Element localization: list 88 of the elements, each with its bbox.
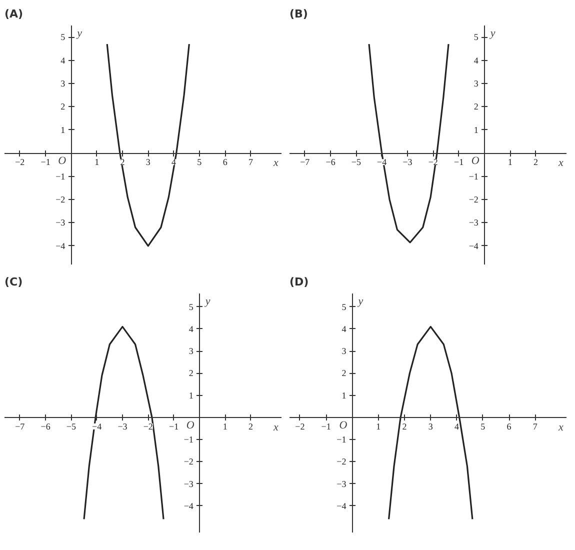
x-tick-label: −1: [321, 421, 331, 432]
y-tick-label: 2: [342, 368, 346, 378]
x-tick-label: 1: [376, 421, 381, 432]
x-tick-label: −5: [351, 157, 362, 168]
y-tick-label: −2: [336, 456, 346, 467]
y-tick-label: −1: [184, 434, 194, 445]
x-tick-label: 5: [480, 421, 486, 432]
chart-title: (C): [4, 276, 23, 288]
y-tick-label: −2: [184, 456, 194, 467]
y-axis-title: y: [76, 28, 82, 40]
x-tick-label: 2: [533, 157, 538, 168]
x-tick-label: −2: [15, 157, 25, 168]
x-tick-label: 3: [146, 157, 151, 168]
y-tick-label: −1: [468, 171, 478, 182]
x-tick-label: −3: [118, 421, 128, 432]
chart-title: (D): [290, 276, 309, 288]
y-tick-label: 4: [342, 324, 347, 334]
y-tick-label: 2: [188, 368, 194, 378]
x-axis-title: x: [558, 421, 564, 434]
y-tick-label: 4: [474, 55, 479, 66]
y-tick-label: 3: [188, 346, 194, 356]
y-tick-label: 5: [60, 32, 66, 42]
y-tick-label: −2: [468, 194, 478, 205]
x-axis-title: x: [272, 157, 278, 170]
x-tick-label: −7: [300, 157, 310, 168]
y-tick-label: 5: [474, 32, 479, 42]
y-tick-label: 4: [188, 324, 194, 334]
y-tick-label: −3: [184, 478, 194, 489]
x-tick-label: −2: [143, 421, 153, 432]
x-tick-label: −5: [66, 421, 76, 432]
x-tick-label: −6: [326, 157, 336, 168]
x-tick-label: 1: [508, 157, 512, 168]
y-tick-label: 2: [60, 102, 66, 112]
x-tick-label: 6: [506, 421, 512, 432]
y-tick-label: −3: [336, 478, 347, 489]
y-tick-label: 1: [188, 390, 194, 400]
annotation: O: [339, 419, 348, 432]
x-tick-label: 4: [454, 421, 460, 432]
x-tick-label: 2: [120, 157, 125, 168]
y-tick-label: −3: [56, 218, 66, 228]
y-tick-label: 5: [188, 302, 194, 312]
chart-title: (A): [4, 8, 24, 20]
x-tick-label: 7: [248, 157, 254, 168]
x-tick-label: −1: [40, 157, 50, 168]
x-tick-label: 1: [94, 157, 100, 168]
annotation: O: [471, 155, 480, 168]
y-tick-label: 2: [474, 102, 478, 112]
x-tick-label: 6: [222, 157, 228, 168]
y-tick-label: −4: [184, 500, 194, 511]
y-tick-label: 3: [474, 78, 479, 89]
x-tick-label: 5: [197, 157, 202, 168]
x-tick-label: 1: [222, 421, 228, 432]
y-tick-label: 5: [342, 302, 347, 312]
x-tick-label: 7: [532, 421, 538, 432]
x-tick-label: −1: [168, 421, 179, 432]
x-tick-label: 4: [172, 157, 177, 168]
y-tick-label: 4: [60, 55, 66, 66]
x-tick-label: −4: [377, 157, 388, 168]
x-tick-label: −2: [295, 421, 305, 432]
x-tick-label: −7: [15, 421, 26, 432]
y-tick-label: 3: [60, 78, 66, 89]
y-tick-label: −4: [468, 240, 479, 251]
y-tick-label: −1: [336, 434, 346, 445]
y-tick-label: 1: [474, 124, 478, 135]
y-axis-title: y: [357, 296, 364, 308]
y-tick-label: −3: [468, 218, 479, 228]
x-tick-label: −6: [40, 421, 51, 432]
y-tick-label: −2: [56, 194, 66, 205]
y-axis-title: y: [204, 296, 210, 308]
y-axis-title: y: [489, 28, 496, 40]
x-tick-label: −1: [454, 157, 464, 168]
annotation: O: [58, 155, 66, 168]
x-tick-label: 2: [402, 421, 407, 432]
y-tick-label: −4: [56, 240, 66, 251]
chart-title: (B): [290, 8, 308, 20]
x-axis-title: x: [272, 421, 278, 434]
x-tick-label: −4: [92, 421, 102, 432]
x-tick-label: −2: [428, 157, 438, 168]
x-tick-label: 2: [248, 421, 253, 432]
x-tick-label: −3: [402, 157, 413, 168]
y-tick-label: −1: [56, 171, 66, 182]
y-tick-label: 1: [342, 390, 346, 400]
x-tick-label: 3: [428, 421, 434, 432]
y-tick-label: 3: [342, 346, 347, 356]
y-tick-label: −4: [336, 500, 347, 511]
y-tick-label: 1: [60, 124, 66, 135]
x-axis-title: x: [558, 157, 564, 170]
annotation: O: [186, 419, 194, 432]
